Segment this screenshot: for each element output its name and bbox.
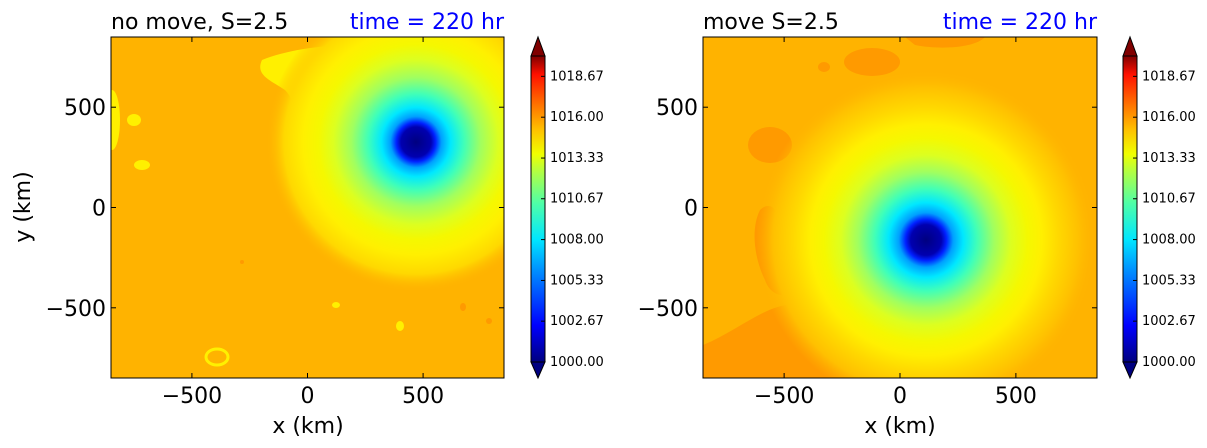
- y-tick-label: 0: [92, 197, 106, 222]
- colorbar-tick-label: 1016.00: [550, 110, 604, 125]
- orange-patch: [486, 318, 492, 324]
- colorbar-tick-label: 1002.67: [550, 314, 604, 329]
- orange-patch-top: [905, 37, 985, 48]
- colorbar-tick-label: 1000.00: [1142, 355, 1196, 370]
- yellow-spot: [127, 114, 141, 126]
- yellow-blob-left: [111, 90, 120, 150]
- colorbar-tick-label: 1008.00: [1142, 233, 1196, 248]
- pressure-field-left: [111, 37, 504, 378]
- panel-no-move: −500 0 500 −500 0 500 no move, S=2.5 time = 2…: [11, 10, 604, 439]
- colorbar-tick-label: 1000.00: [550, 355, 604, 370]
- x-axis-label-left: x (km): [272, 414, 343, 439]
- colorbar-left: 1000.00 1002.67 1005.33 1008.00 1010.67 1013.…: [530, 35, 604, 380]
- colorbar-extend-max: [530, 35, 546, 57]
- colorbar-tick-label: 1005.33: [1142, 273, 1196, 288]
- panel-title-right: move S=2.5: [703, 10, 839, 35]
- x-tick-label: 500: [995, 384, 1037, 409]
- x-tick-label: −500: [754, 384, 814, 409]
- panel-move: −500 0 500 −500 0 500 move S=2.5 time = 220 h…: [638, 10, 1196, 439]
- orange-patch: [844, 48, 900, 76]
- colorbar-body: [1122, 55, 1138, 363]
- yellow-spot: [332, 302, 340, 308]
- y-tick-label: 500: [64, 96, 106, 121]
- colorbar-tick-label: 1013.33: [1142, 151, 1196, 166]
- x-tick-label: −500: [162, 384, 222, 409]
- colorbar-tick-label: 1008.00: [550, 233, 604, 248]
- colorbar-tick-label: 1016.00: [1142, 110, 1196, 125]
- y-tick-label: −500: [638, 297, 698, 322]
- colorbar-tick-label: 1018.67: [1142, 69, 1196, 84]
- y-axis-label: y (km): [11, 171, 36, 242]
- panel-time-right: time = 220 hr: [943, 10, 1098, 35]
- yellow-spot: [134, 160, 150, 170]
- colorbar-tick-label: 1005.33: [550, 273, 604, 288]
- orange-patch: [460, 303, 466, 311]
- panel-time-left: time = 220 hr: [350, 10, 505, 35]
- colorbar-extend-min: [530, 361, 546, 380]
- colorbar-tick-label: 1010.67: [1142, 192, 1196, 207]
- colorbar-tick-label: 1010.67: [550, 192, 604, 207]
- colorbar-body: [530, 55, 546, 363]
- colorbar-tick-label: 1002.67: [1142, 314, 1196, 329]
- colorbar-tick-label: 1018.67: [550, 69, 604, 84]
- y-tick-label: −500: [46, 297, 106, 322]
- x-tick-label: 0: [893, 384, 907, 409]
- x-tick-label: 0: [301, 384, 315, 409]
- x-axis-label-right: x (km): [864, 414, 935, 439]
- vortex-right: [756, 70, 1096, 378]
- orange-patch: [240, 260, 244, 264]
- colorbar-right: 1000.00 1002.67 1005.33 1008.00 1010.67 1013.…: [1122, 35, 1196, 380]
- pressure-field-right: [703, 37, 1097, 378]
- colorbar-extend-min: [1122, 361, 1138, 380]
- yellow-ring: [204, 347, 230, 367]
- colorbar-ticks: 1000.00 1002.67 1005.33 1008.00 1010.67 1013.…: [541, 69, 604, 370]
- colorbar-tick-label: 1013.33: [550, 151, 604, 166]
- axis-ticks-right: −500 0 500 −500 0 500: [638, 37, 1097, 409]
- colorbar-extend-max: [1122, 35, 1138, 57]
- panel-title-left: no move, S=2.5: [111, 10, 288, 35]
- y-tick-label: 0: [684, 197, 698, 222]
- yellow-spot: [396, 321, 404, 331]
- x-tick-label: 500: [402, 384, 444, 409]
- y-tick-label: 500: [656, 96, 698, 121]
- axis-ticks-left: −500 0 500 −500 0 500: [46, 37, 504, 409]
- vortex-left: [266, 37, 504, 292]
- orange-patch: [818, 62, 830, 72]
- colorbar-ticks: 1000.00 1002.67 1005.33 1008.00 1010.67 1013.…: [1133, 69, 1196, 370]
